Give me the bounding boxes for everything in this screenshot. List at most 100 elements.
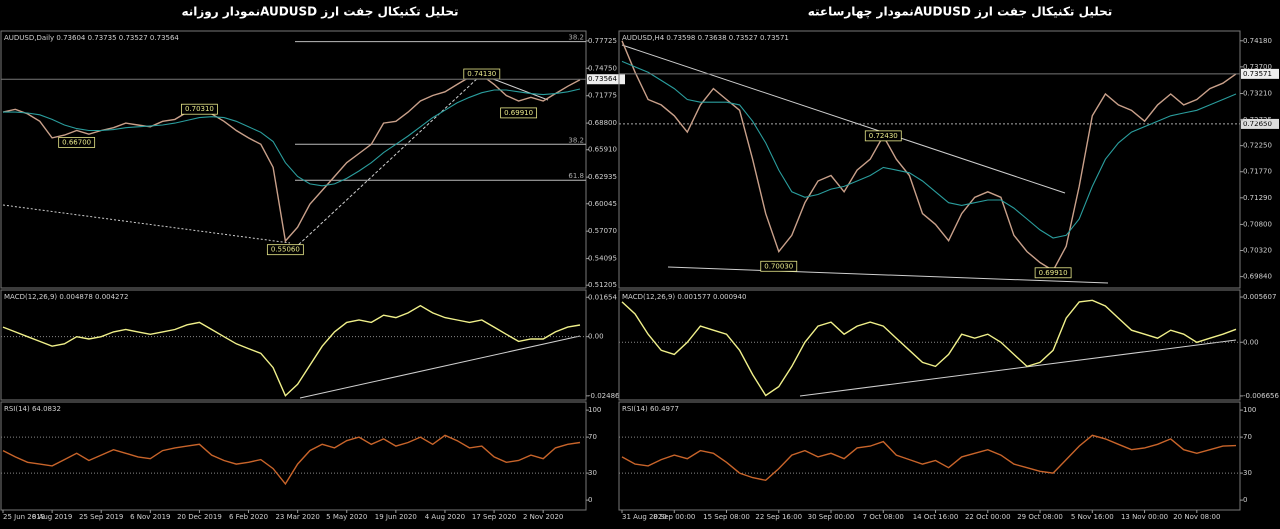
series-line <box>2 74 581 243</box>
y-tick-label: 0.54095 <box>588 255 617 263</box>
trendline <box>667 266 1109 284</box>
series-line <box>3 88 581 187</box>
y-tick-label: 100 <box>1243 406 1256 414</box>
y-tick-label: 0.71290 <box>1243 194 1272 202</box>
y-tick-label: 0.74750 <box>588 64 617 72</box>
y-tick-label: 0.57070 <box>588 227 617 235</box>
y-tick-label: 0.65910 <box>588 146 617 154</box>
x-tick-label: 20 Nov 08:00 <box>1173 513 1220 521</box>
x-tick-label: 8 Aug 2019 <box>32 513 72 521</box>
trendline <box>299 335 581 399</box>
pane-title: MACD(12,26,9) 0.001577 0.000940 <box>622 293 746 301</box>
trendline <box>2 204 291 244</box>
y-tick-label: 70 <box>1243 433 1252 441</box>
trendlines <box>2 44 1237 399</box>
x-tick-label: 29 Oct 08:00 <box>1017 513 1063 521</box>
x-tick-label: 22 Sep 16:00 <box>755 513 802 521</box>
x-tick-label: 5 Nov 16:00 <box>1071 513 1114 521</box>
x-tick-label: 31 Aug 2020 <box>622 513 667 521</box>
price-annotation: 0.70030 <box>764 262 793 270</box>
series-line <box>621 60 1237 239</box>
series-line <box>621 299 1237 397</box>
last-price-box <box>587 74 625 85</box>
x-tick-label: 13 Nov 00:00 <box>1121 513 1168 521</box>
pane-frame <box>0 401 587 511</box>
pane-frame <box>618 401 1241 511</box>
x-tick-label: 25 Sep 2019 <box>79 513 123 521</box>
pane-title: RSI(14) 64.0832 <box>4 405 61 413</box>
price-annotation-box <box>760 260 798 272</box>
x-tick-label: 4 Aug 2020 <box>425 513 465 521</box>
x-tick-label: 6 Feb 2020 <box>229 513 268 521</box>
fib-label: 61.8 <box>568 172 584 180</box>
price-annotation-box <box>1034 267 1072 279</box>
y-tick-label: 0.72725 <box>1243 116 1272 124</box>
y-tick-label: 0.71775 <box>588 92 617 100</box>
x-tick-label: 15 Sep 08:00 <box>703 513 750 521</box>
x-tick-label: 17 Sep 2020 <box>472 513 516 521</box>
pane-title: MACD(12,26,9) 0.004878 0.004272 <box>4 293 128 301</box>
price-level-box <box>1241 118 1279 129</box>
trendline <box>799 339 1237 397</box>
x-tick-label: 7 Oct 08:00 <box>863 513 904 521</box>
y-tick-label: 0.70800 <box>1243 220 1272 228</box>
price-level-label: 0.72650 <box>1243 120 1272 128</box>
pane-frame <box>0 30 587 289</box>
price-annotation-box <box>864 130 902 142</box>
y-tick-label: 0.70320 <box>1243 247 1272 255</box>
pane-frame <box>0 289 587 401</box>
x-tick-label: 25 Jun 2019 <box>3 513 45 521</box>
y-tick-label: 0.00 <box>1243 338 1259 346</box>
y-tick-label: 0.00 <box>588 333 604 341</box>
price-annotation: 0.74130 <box>467 70 496 78</box>
y-tick-label: 0.005607 <box>1243 293 1276 301</box>
trendline <box>621 44 1066 194</box>
x-tick-label: 19 Jun 2020 <box>375 513 417 521</box>
fib-label: 38.2 <box>568 34 584 42</box>
pane-title: AUDUSD,H4 0.73598 0.73638 0.73527 0.7357… <box>622 34 789 42</box>
y-tick-label: 0.68800 <box>588 119 617 127</box>
panel-title: تحلیل تکنیکال جفت ارز AUDUSDنمودار روزان… <box>181 5 458 20</box>
price-annotation: 0.69910 <box>1039 269 1068 277</box>
x-tick-label: 5 May 2020 <box>326 513 367 521</box>
y-tick-label: 0.01654 <box>588 293 617 301</box>
y-tick-label: 0.71770 <box>1243 168 1272 176</box>
last-price-box <box>1241 68 1279 79</box>
pane-title: AUDUSD,Daily 0.73604 0.73735 0.73527 0.7… <box>4 34 179 42</box>
y-tick-label: 70 <box>588 433 597 441</box>
y-tick-label: 0.69840 <box>1243 273 1272 281</box>
y-tick-label: 0.60045 <box>588 200 617 208</box>
price-annotation-box <box>266 244 304 256</box>
y-tick-label: 0.73210 <box>1243 89 1272 97</box>
y-tick-label: 30 <box>1243 469 1252 477</box>
x-tick-label: 6 Nov 2019 <box>130 513 170 521</box>
x-tick-label: 20 Dec 2019 <box>177 513 222 521</box>
panel-title: تحلیل تکنیکال جفت ارز AUDUSDنمودار چهارس… <box>808 5 1113 20</box>
fib-label: 38.2 <box>568 136 584 144</box>
series-line <box>2 304 581 397</box>
y-tick-label: -0.006656 <box>1243 392 1279 400</box>
y-tick-label: 0 <box>1243 496 1247 504</box>
last-price-label: 0.73571 <box>1243 70 1272 78</box>
y-tick-label: 0.73700 <box>1243 63 1272 71</box>
x-tick-label: 22 Oct 00:00 <box>965 513 1011 521</box>
price-annotation: 0.66700 <box>62 138 91 146</box>
y-tick-label: 0 <box>588 496 592 504</box>
price-annotation: 0.72430 <box>869 132 898 140</box>
last-price-label: 0.73564 <box>588 75 617 83</box>
x-tick-label: 2 Nov 2020 <box>523 513 563 521</box>
y-tick-label: 0.62935 <box>588 173 617 181</box>
pane-frame <box>618 30 1241 289</box>
series-line <box>621 434 1237 482</box>
x-tick-label: 8 Sep 00:00 <box>653 513 695 521</box>
pane-frame <box>618 289 1241 401</box>
y-tick-label: 30 <box>588 469 597 477</box>
x-tick-label: 23 Mar 2020 <box>275 513 319 521</box>
y-tick-label: 0.77725 <box>588 37 617 45</box>
y-tick-label: 0.74180 <box>1243 37 1272 45</box>
price-annotation: 0.70310 <box>185 105 214 113</box>
price-annotation-box <box>181 103 218 115</box>
pane-title: RSI(14) 60.4977 <box>622 405 679 413</box>
series-line <box>2 434 581 486</box>
